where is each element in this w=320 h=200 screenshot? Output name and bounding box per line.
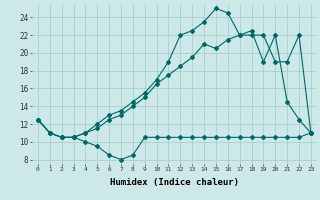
X-axis label: Humidex (Indice chaleur): Humidex (Indice chaleur) [110, 178, 239, 187]
